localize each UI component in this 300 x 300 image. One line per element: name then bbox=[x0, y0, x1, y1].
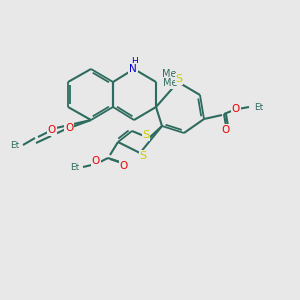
Text: Et: Et bbox=[11, 140, 20, 149]
Text: N: N bbox=[129, 64, 137, 74]
Text: S: S bbox=[140, 151, 147, 161]
Text: Et: Et bbox=[70, 163, 80, 172]
Text: O: O bbox=[65, 123, 73, 133]
Text: S: S bbox=[142, 130, 150, 140]
Text: S: S bbox=[176, 74, 183, 84]
Text: O: O bbox=[232, 104, 240, 114]
Text: Me: Me bbox=[163, 78, 177, 88]
Text: O: O bbox=[48, 125, 56, 135]
Text: O: O bbox=[92, 156, 100, 166]
Text: O: O bbox=[120, 161, 128, 171]
Text: O: O bbox=[222, 125, 230, 135]
Text: Et: Et bbox=[254, 103, 264, 112]
Text: H: H bbox=[132, 58, 138, 67]
Text: Me: Me bbox=[162, 69, 176, 79]
